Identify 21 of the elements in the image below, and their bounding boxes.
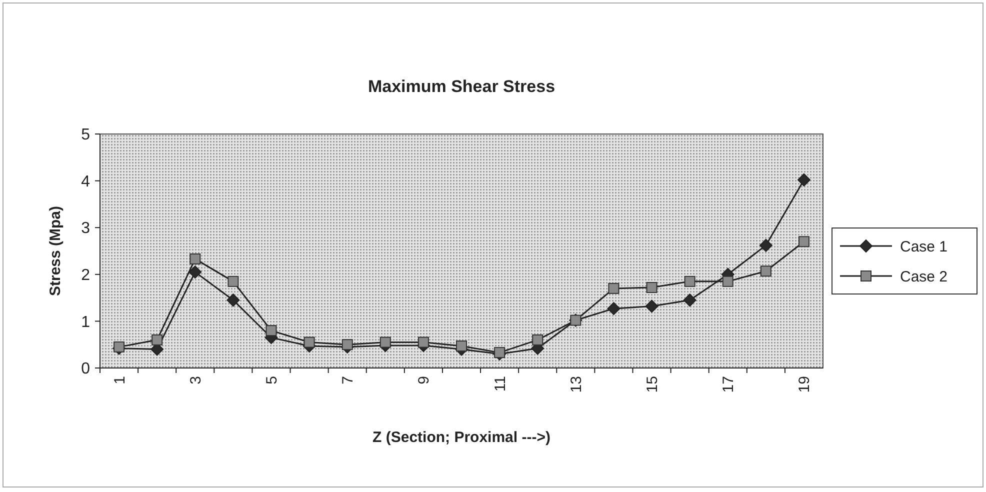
x-tick-label: 5: [263, 376, 280, 384]
y-tick-label: 3: [81, 220, 90, 238]
legend-label: Case 1: [900, 238, 948, 256]
x-tick-label: 1: [111, 376, 128, 384]
x-tick-label: 13: [568, 376, 585, 393]
y-tick-label: 2: [81, 267, 90, 284]
x-tick-label: 15: [644, 376, 662, 393]
legend-label: Case 2: [900, 268, 948, 286]
x-tick-label: 11: [492, 376, 509, 392]
x-tick-label: 19: [796, 376, 814, 393]
y-axis-title: Stress (Mpa): [47, 206, 64, 296]
y-tick-label: 4: [81, 173, 90, 190]
y-tick-label: 5: [81, 126, 90, 144]
x-tick-label: 17: [720, 376, 738, 393]
x-axis-title: Z (Section; Proximal --->): [372, 429, 550, 446]
y-tick-label: 1: [81, 314, 90, 331]
y-tick-label: 0: [81, 360, 90, 378]
chart-title: Maximum Shear Stress: [368, 77, 556, 96]
x-tick-label: 9: [416, 376, 433, 384]
x-tick-label: 7: [340, 376, 357, 384]
x-tick-label: 3: [187, 376, 204, 384]
